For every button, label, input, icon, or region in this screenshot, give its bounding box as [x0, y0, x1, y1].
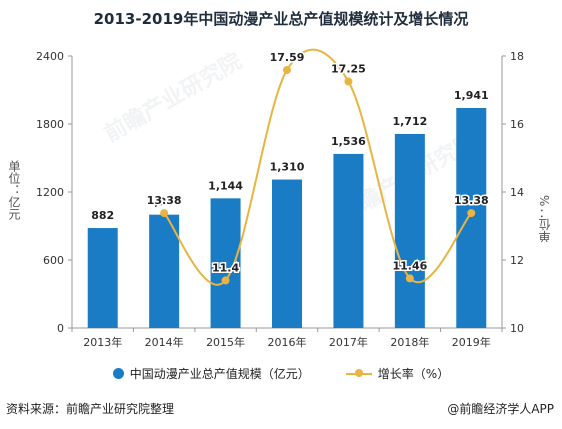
bar-value-label: 1,000	[147, 196, 182, 209]
y-left-tick-label: 600	[43, 254, 64, 267]
x-tick-label: 2017年	[329, 335, 368, 349]
y-left-tick-label: 0	[57, 322, 64, 335]
y-left-tick-label: 1200	[36, 186, 64, 199]
growth-rate-line	[163, 48, 473, 286]
growth-rate-label: 11.46	[392, 259, 427, 272]
bar	[333, 153, 364, 328]
chart-title: 2013-2019年中国动漫产业总产值规模统计及增长情况	[93, 10, 469, 28]
bar-value-label: 1,144	[208, 179, 243, 192]
legend-swatch-line	[345, 368, 372, 377]
bar	[87, 228, 118, 328]
growth-rate-label: 17.25	[331, 63, 366, 76]
growth-rate-label: 13.38	[147, 194, 182, 207]
legend-label-line: 增长率（%）	[377, 367, 450, 381]
bar	[210, 198, 241, 328]
y-right-tick-label: 10	[510, 322, 524, 335]
legend-swatch-bar	[112, 368, 124, 379]
growth-rate-label: 17.59	[270, 51, 305, 64]
bar	[149, 214, 180, 328]
x-tick-label: 2015年	[206, 335, 245, 349]
legend: 中国动漫产业总产值规模（亿元） 增长率（%）	[0, 365, 562, 382]
source-note: 资料来源：前瞻产业研究院整理	[6, 402, 175, 416]
bar	[272, 179, 302, 328]
bar-value-label: 1,536	[331, 135, 366, 148]
growth-rate-point	[405, 274, 414, 283]
bar-value-label: 1,941	[454, 89, 489, 102]
growth-rate-point	[467, 209, 476, 218]
legend-item-bar: 中国动漫产业总产值规模（亿元）	[112, 365, 310, 382]
y-left-tick-label: 1800	[36, 118, 64, 131]
x-tick-label: 2013年	[83, 335, 122, 349]
bar-value-label: 882	[91, 209, 114, 222]
legend-label-bar: 中国动漫产业总产值规模（亿元）	[129, 367, 310, 381]
y-axis-left-label: 单位：亿元	[7, 160, 21, 220]
y-left-tick-label: 2400	[36, 50, 64, 63]
x-tick-label: 2018年	[390, 335, 429, 349]
y-axis-right-label: 单位：%	[538, 195, 552, 243]
bar-value-label: 1,310	[270, 161, 305, 174]
x-tick-label: 2016年	[268, 335, 307, 349]
growth-rate-label: 13.38	[454, 194, 489, 207]
x-tick-label: 2014年	[145, 335, 184, 349]
growth-rate-label: 11.4	[212, 261, 239, 274]
growth-rate-point	[344, 77, 353, 86]
y-right-tick-label: 16	[510, 118, 524, 131]
y-right-tick-label: 18	[510, 50, 524, 63]
growth-rate-point	[221, 276, 230, 285]
brand-credit: @前瞻经济学人APP	[447, 402, 554, 416]
footer: 资料来源：前瞻产业研究院整理 @前瞻经济学人APP	[0, 400, 562, 422]
growth-rate-point	[283, 65, 291, 74]
bar-value-label: 1,712	[392, 115, 427, 128]
legend-item-line: 增长率（%）	[345, 365, 450, 382]
x-tick-label: 2019年	[452, 335, 491, 349]
bar	[456, 108, 487, 329]
growth-rate-point	[160, 209, 169, 218]
bar	[394, 133, 425, 328]
y-right-tick-label: 14	[510, 186, 524, 199]
y-right-tick-label: 12	[510, 254, 524, 267]
